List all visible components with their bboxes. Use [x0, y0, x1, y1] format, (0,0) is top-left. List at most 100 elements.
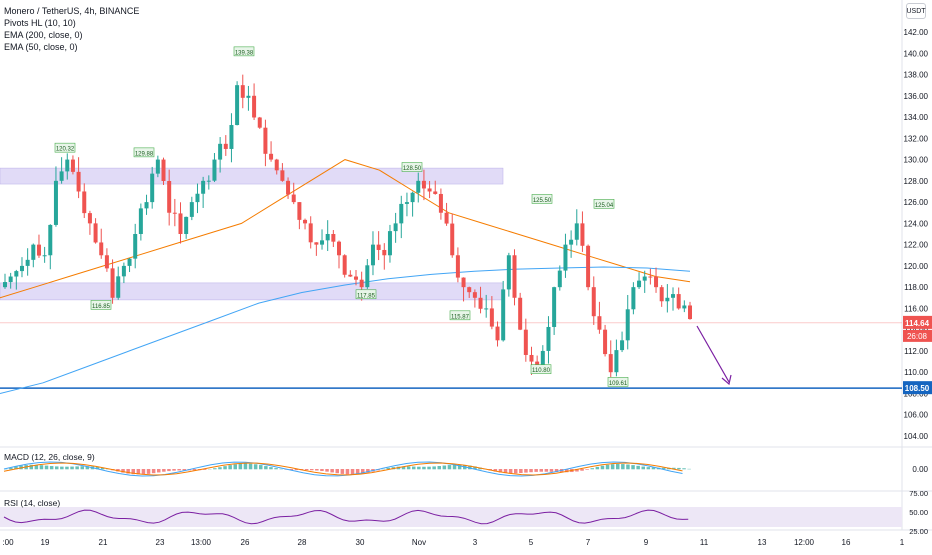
macd-axis-label: 0.00 — [912, 465, 928, 474]
candle-body — [224, 144, 228, 149]
macd-histogram-bar — [239, 464, 243, 470]
legend-ema50[interactable]: EMA (50, close, 0) — [4, 41, 139, 53]
candle-body — [490, 308, 494, 326]
candle-body — [343, 255, 347, 275]
macd-histogram-bar — [422, 467, 426, 470]
candle-body — [246, 96, 250, 98]
macd-histogram-bar — [407, 466, 411, 469]
candle-body — [546, 327, 550, 351]
candle-body — [54, 181, 58, 225]
candle-body — [462, 278, 466, 288]
macd-histogram-bar — [50, 466, 54, 469]
time-tick-label: Nov — [412, 538, 426, 547]
candle-body — [48, 225, 52, 255]
macd-histogram-bar — [616, 464, 620, 469]
macd-histogram-bar — [606, 465, 610, 470]
pivot-label: 110.80 — [532, 368, 551, 374]
macd-histogram-bar — [519, 469, 523, 473]
rsi-label[interactable]: RSI (14, close) — [4, 498, 60, 508]
macd-label[interactable]: MACD (12, 26, close, 9) — [4, 452, 95, 462]
time-tick-label: 9 — [644, 538, 649, 547]
candle-body — [597, 316, 601, 329]
candle-body — [43, 255, 47, 256]
macd-histogram-bar — [585, 469, 589, 470]
macd-histogram-bar — [147, 469, 151, 474]
candle-body — [122, 266, 126, 276]
macd-histogram-bar — [591, 468, 595, 469]
candle-body — [280, 170, 284, 181]
candle-body — [648, 277, 652, 278]
price-tick-label: 128.00 — [904, 177, 929, 186]
time-tick-label: 3 — [473, 538, 478, 547]
candle-body — [139, 208, 143, 234]
candle-body — [82, 191, 86, 213]
time-tick-label: 16 — [842, 538, 851, 547]
candle-body — [365, 265, 369, 287]
macd-histogram-bar — [341, 469, 345, 474]
price-tick-label: 118.00 — [904, 283, 928, 292]
price-tick-label: 112.00 — [904, 347, 928, 356]
candle-body — [348, 275, 352, 277]
legend-ema200[interactable]: EMA (200, close, 0) — [4, 29, 139, 41]
candle-body — [235, 85, 239, 125]
macd-histogram-bar — [412, 467, 416, 470]
candle-body — [178, 213, 182, 234]
macd-histogram-bar — [60, 467, 64, 470]
price-tick-label: 126.00 — [904, 198, 929, 207]
candle-body — [65, 160, 69, 172]
candle-body — [580, 223, 584, 245]
currency-button[interactable]: USDT — [906, 3, 926, 19]
candle-body — [433, 191, 437, 193]
macd-histogram-bar — [157, 469, 161, 472]
time-tick-label: 11 — [700, 538, 709, 547]
candle-body — [331, 234, 335, 242]
time-tick-label: 5 — [529, 538, 534, 547]
macd-histogram-bar — [305, 469, 309, 470]
candle-body — [592, 287, 596, 316]
legend-symbol[interactable]: Monero / TetherUS, 4h, BINANCE — [4, 5, 139, 17]
candle-body — [201, 181, 205, 194]
time-tick-label: 7 — [586, 538, 591, 547]
macd-histogram-bar — [596, 467, 600, 469]
macd-histogram-bar — [550, 469, 554, 472]
pivot-label: 109.61 — [609, 381, 628, 387]
candle-body — [671, 294, 675, 298]
candle-body — [575, 223, 579, 239]
price-tick-label: 132.00 — [904, 134, 929, 143]
candle-body — [660, 287, 664, 301]
candle-body — [14, 271, 18, 276]
pivot-label: 125.04 — [595, 203, 614, 209]
candle-body — [631, 287, 635, 309]
macd-histogram-bar — [320, 469, 324, 471]
macd-histogram-bar — [621, 464, 625, 469]
pivot-label: 116.85 — [92, 304, 111, 310]
candle-body — [467, 287, 471, 292]
macd-histogram-bar — [647, 467, 651, 469]
time-tick-label: 23 — [156, 538, 165, 547]
candle-body — [422, 181, 426, 189]
candle-body — [450, 224, 454, 256]
time-tick-label: 21 — [99, 538, 108, 547]
projection-arrow — [697, 326, 729, 382]
time-tick-label: 28 — [298, 538, 307, 547]
macd-histogram-bar — [443, 466, 447, 470]
candle-body — [320, 240, 324, 244]
macd-histogram-bar — [636, 466, 640, 469]
candle-body — [116, 276, 120, 297]
pivot-label: 139.38 — [235, 50, 254, 56]
candle-body — [677, 294, 681, 308]
candle-body — [292, 195, 296, 203]
price-tick-label: 122.00 — [904, 241, 929, 250]
arrow-head — [722, 375, 731, 384]
macd-histogram-bar — [351, 469, 355, 475]
macd-histogram-bar — [75, 466, 79, 469]
zone-rect — [0, 283, 503, 300]
price-tick-label: 124.00 — [904, 219, 929, 228]
pivot-label: 129.88 — [135, 151, 154, 157]
candle-body — [31, 245, 35, 260]
price-tick-label: 130.00 — [904, 156, 929, 165]
legend-pivots[interactable]: Pivots HL (10, 10) — [4, 17, 139, 29]
macd-histogram-bar — [580, 469, 584, 471]
candle-body — [94, 223, 98, 242]
